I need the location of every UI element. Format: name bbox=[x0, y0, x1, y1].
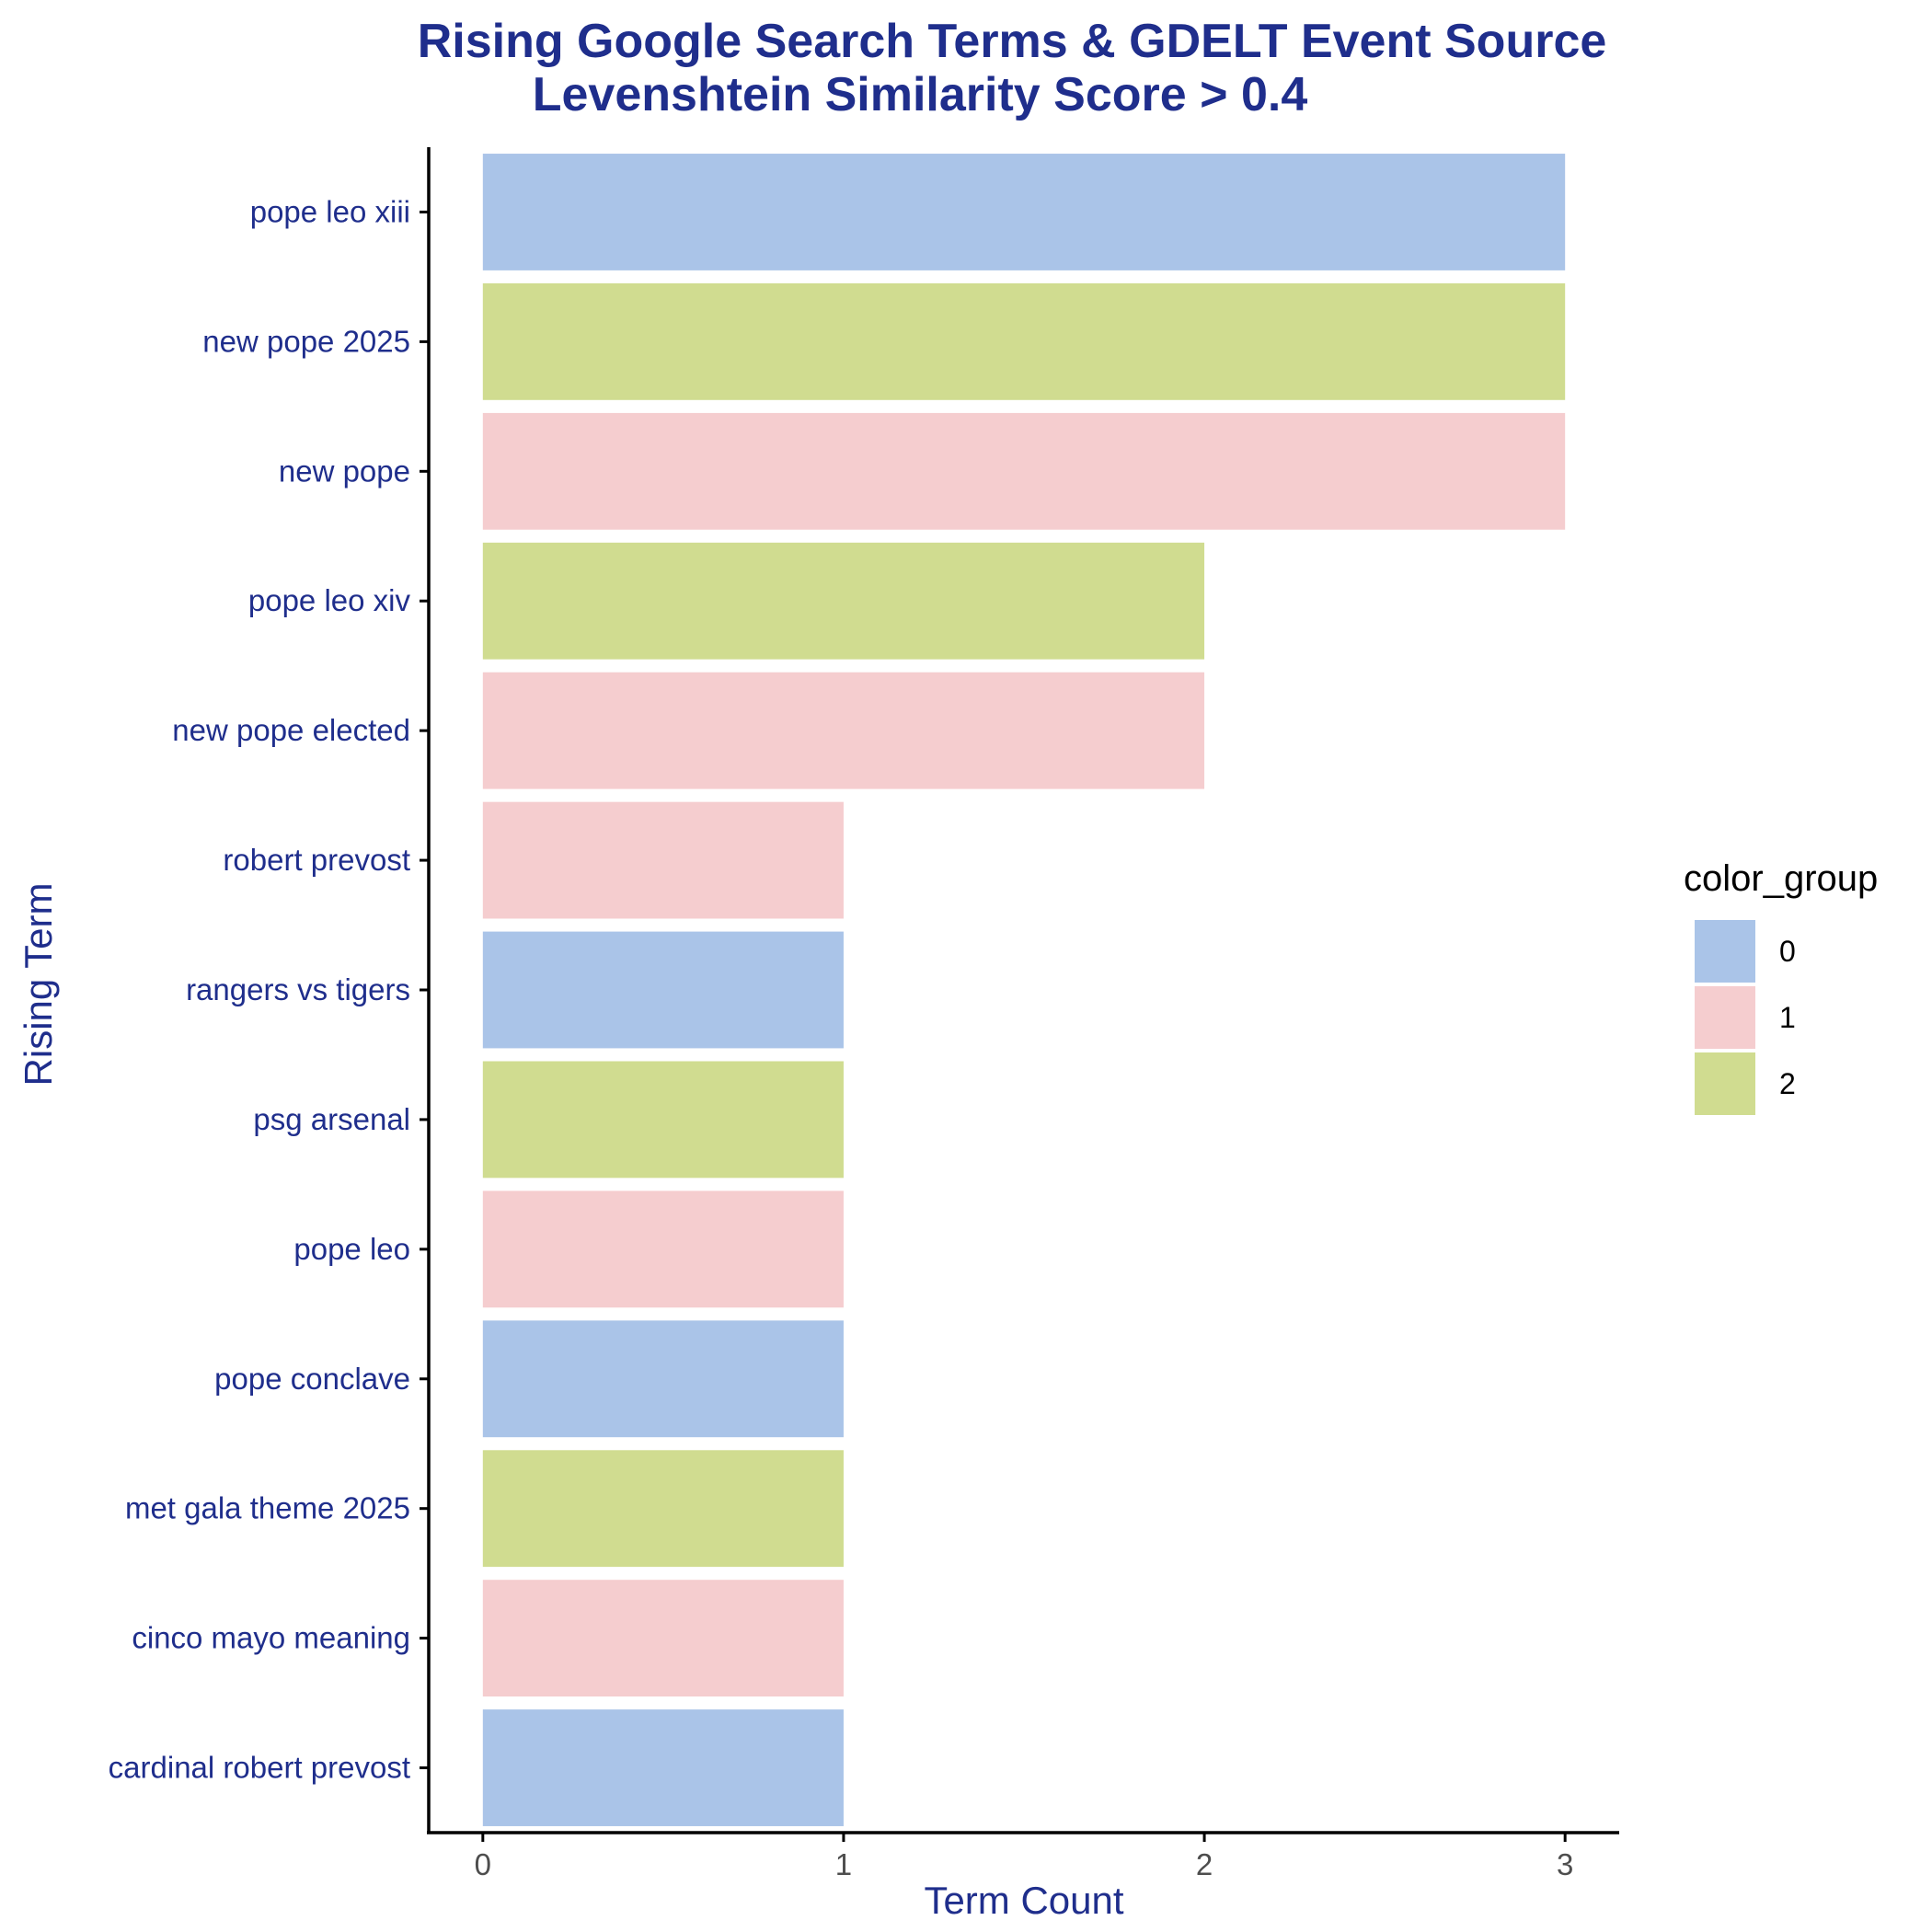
y-tick-label: pope conclave bbox=[214, 1362, 410, 1396]
x-axis-title: Term Count bbox=[924, 1879, 1123, 1922]
y-tick-label: pope leo xiii bbox=[250, 194, 410, 228]
bar bbox=[482, 154, 1566, 270]
chart-title: Rising Google Search Terms & GDELT Event… bbox=[418, 15, 1607, 68]
bar bbox=[482, 931, 844, 1049]
bar bbox=[482, 412, 1566, 530]
y-tick-label: psg arsenal bbox=[253, 1102, 410, 1136]
legend-label: 2 bbox=[1779, 1067, 1796, 1100]
y-tick-label: new pope 2025 bbox=[202, 324, 410, 358]
x-tick-label: 0 bbox=[475, 1847, 491, 1881]
bar bbox=[482, 1450, 844, 1568]
y-tick-label: rangers vs tigers bbox=[186, 972, 410, 1006]
x-tick-label: 3 bbox=[1557, 1847, 1573, 1881]
legend-label: 1 bbox=[1779, 1001, 1796, 1034]
y-tick-label: new pope elected bbox=[172, 713, 410, 747]
bar bbox=[482, 1061, 844, 1179]
y-axis-title: Rising Term bbox=[17, 883, 60, 1087]
y-tick-label: met gala theme 2025 bbox=[125, 1491, 410, 1525]
y-tick-label: cardinal robert prevost bbox=[109, 1751, 410, 1785]
legend-key bbox=[1695, 1052, 1755, 1115]
bar bbox=[482, 672, 1205, 789]
x-tick-label: 2 bbox=[1196, 1847, 1213, 1881]
legend-key bbox=[1695, 986, 1755, 1049]
legend-label: 0 bbox=[1779, 935, 1796, 968]
chart-subtitle: Levenshtein Similarity Score > 0.4 bbox=[533, 68, 1308, 121]
y-tick-label: new pope bbox=[279, 454, 410, 488]
y-tick-label: robert prevost bbox=[223, 843, 410, 877]
x-tick-label: 1 bbox=[835, 1847, 852, 1881]
x-axis-ticks: 0 1 2 3 bbox=[475, 1833, 1573, 1881]
bar bbox=[482, 1709, 844, 1826]
bars-group bbox=[482, 154, 1566, 1826]
y-tick-label: cinco mayo meaning bbox=[132, 1621, 410, 1655]
y-axis-ticks: pope leo xiii new pope 2025 new pope pope l… bbox=[109, 194, 429, 1785]
bar bbox=[482, 1580, 844, 1697]
legend: color_group 0 1 2 bbox=[1684, 858, 1878, 1115]
y-tick-label: pope leo bbox=[293, 1232, 410, 1266]
bar bbox=[482, 282, 1566, 400]
bar bbox=[482, 1190, 844, 1308]
legend-title: color_group bbox=[1684, 858, 1878, 899]
bar bbox=[482, 542, 1205, 660]
bar bbox=[482, 1320, 844, 1438]
bar bbox=[482, 801, 844, 919]
y-tick-label: pope leo xiv bbox=[248, 583, 411, 617]
legend-key bbox=[1695, 920, 1755, 983]
